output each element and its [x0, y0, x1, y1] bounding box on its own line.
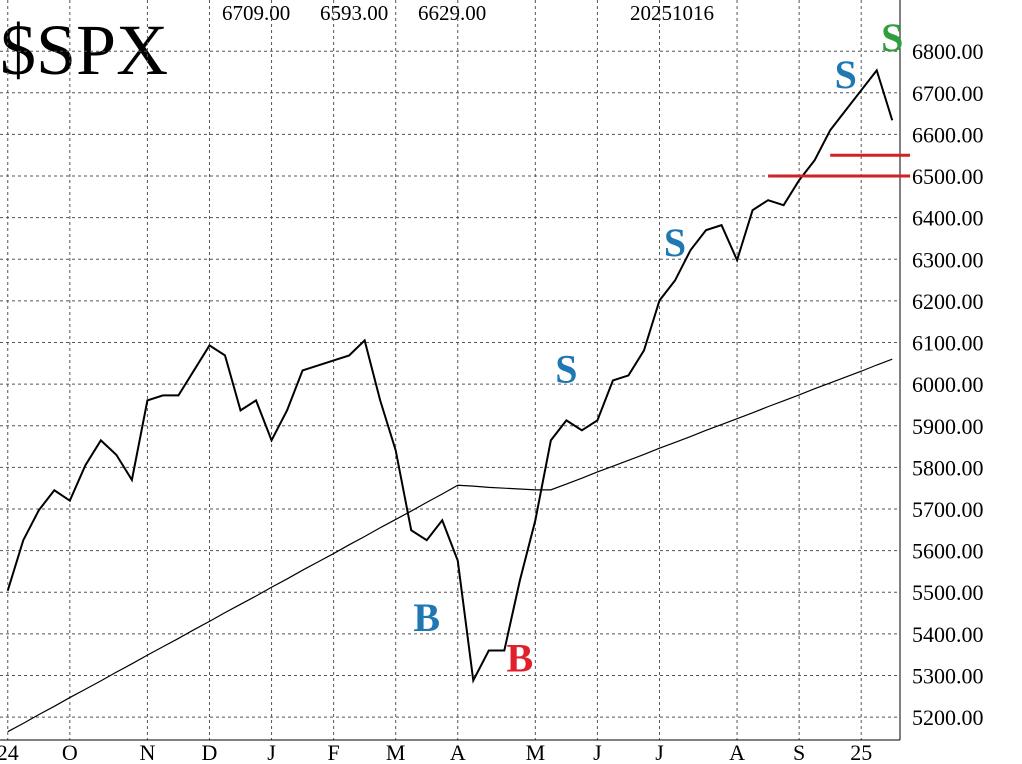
x-tick-label: N [139, 740, 155, 764]
x-tick-label: M [526, 740, 546, 764]
y-tick-label: 6700.00 [912, 81, 984, 106]
signal-label: S [555, 346, 577, 391]
signal-label: B [413, 595, 440, 640]
y-tick-label: 5300.00 [912, 663, 984, 688]
y-tick-label: 5400.00 [912, 622, 984, 647]
y-tick-label: 6300.00 [912, 247, 984, 272]
series-line [6, 68, 894, 684]
y-tick-label: 6100.00 [912, 331, 984, 356]
x-tick-label: J [655, 740, 664, 764]
x-tick-label: J [267, 740, 276, 764]
header-value: 6593.00 [320, 1, 388, 25]
y-tick-label: 5200.00 [912, 705, 984, 730]
y-tick-label: 5800.00 [912, 455, 984, 480]
x-tick-label: A [450, 740, 466, 764]
y-tick-label: 6500.00 [912, 164, 984, 189]
header-value: 6629.00 [418, 1, 486, 25]
y-tick-label: 6200.00 [912, 289, 984, 314]
chart-title: $SPX [0, 10, 168, 90]
y-tick-label: 6800.00 [912, 39, 984, 64]
x-tick-label: M [386, 740, 406, 764]
header-value: 20251016 [630, 1, 714, 25]
x-tick-label: 25 [850, 740, 872, 764]
x-tick-label: J [593, 740, 602, 764]
x-tick-label: S [793, 740, 805, 764]
signal-label: S [835, 52, 857, 97]
y-tick-label: 6000.00 [912, 372, 984, 397]
signal-label: B [506, 636, 533, 681]
header-value: 6709.00 [222, 1, 290, 25]
signal-label: S [664, 220, 686, 265]
y-tick-label: 6600.00 [912, 122, 984, 147]
y-tick-label: 5500.00 [912, 580, 984, 605]
x-tick-label: O [62, 740, 78, 764]
x-tick-label: A [729, 740, 745, 764]
x-tick-label: 24 [0, 740, 19, 764]
y-tick-label: 6400.00 [912, 206, 984, 231]
x-tick-label: D [202, 740, 218, 764]
signal-label: S [881, 15, 903, 60]
y-tick-label: 5900.00 [912, 414, 984, 439]
y-tick-label: 5600.00 [912, 539, 984, 564]
x-tick-label: F [327, 740, 339, 764]
y-tick-label: 5700.00 [912, 497, 984, 522]
series-line [7, 358, 893, 733]
